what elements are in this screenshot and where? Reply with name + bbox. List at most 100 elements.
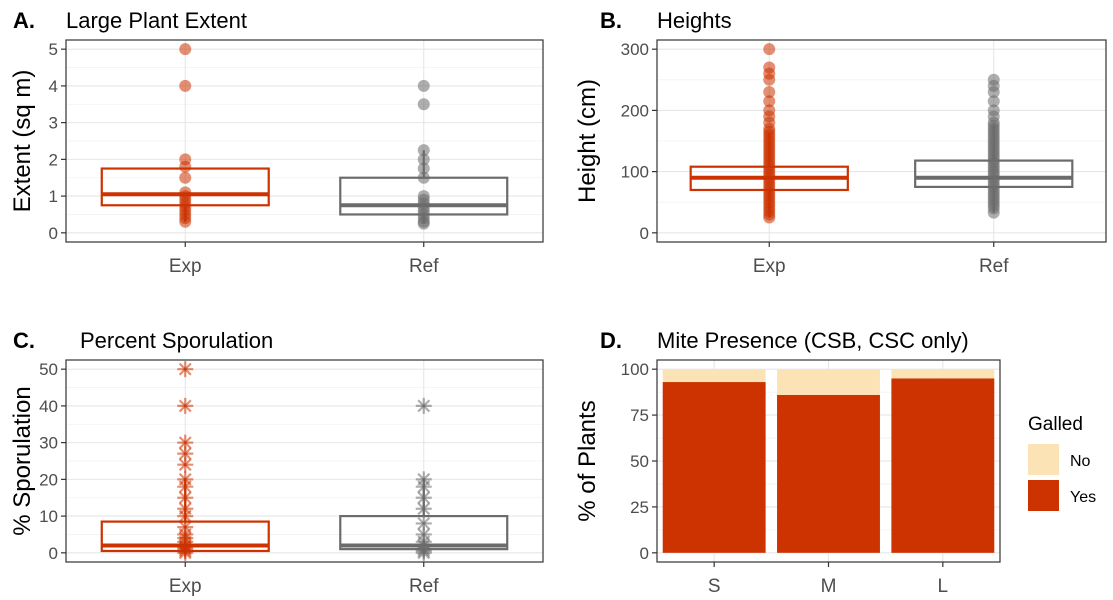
y-tick-label: 200 (621, 101, 649, 120)
y-tick-label: 0 (49, 544, 58, 563)
y-tick-label: 20 (39, 470, 58, 489)
x-tick-label: Exp (169, 576, 202, 597)
y-tick-label: 100 (621, 163, 649, 182)
x-tick-label: Exp (169, 256, 202, 277)
box-ref (339, 79, 509, 230)
data-point (417, 153, 430, 166)
x-tick-label: M (821, 576, 837, 597)
data-point (417, 171, 430, 184)
y-tick-label: 0 (640, 544, 649, 563)
x-tick-label: Ref (409, 256, 439, 277)
y-axis-label: Height (cm) (574, 79, 601, 203)
legend-label-no: No (1070, 453, 1091, 470)
data-point (178, 502, 192, 516)
y-tick-label: 5 (49, 40, 58, 59)
y-axis-label: Extent (sq m) (9, 70, 36, 213)
bar-yes-m (777, 394, 880, 553)
data-point (763, 86, 776, 99)
x-tick-label: S (708, 576, 721, 597)
data-point (987, 95, 1000, 108)
panel-c: 0 10 20 30 40 50 Exp Ref % Sporulation C. Percent … (9, 328, 544, 597)
panel-border (656, 39, 1107, 243)
y-tick-label: 1 (49, 187, 58, 206)
y-tick-label: 0 (49, 224, 58, 243)
data-point (417, 190, 430, 203)
data-point (763, 43, 776, 56)
y-tick-label: 100 (621, 360, 649, 379)
data-point (179, 79, 192, 92)
y-tick-label: 300 (621, 40, 649, 59)
data-point (417, 472, 431, 486)
y-axis-label: % Sporulation (9, 386, 36, 535)
panel-b: 0 100 200 300 Exp Ref Height (cm) B. Heights (574, 8, 1107, 277)
box-ref (914, 73, 1074, 219)
y-tick-label: 40 (39, 397, 58, 416)
legend-label-yes: Yes (1070, 489, 1096, 506)
y-tick-label: 0 (640, 224, 649, 243)
data-point (178, 472, 192, 486)
data-point (178, 447, 192, 461)
data-point (179, 186, 192, 199)
panel-border (65, 359, 544, 563)
bar-yes-l (891, 378, 995, 553)
x-tick-label: Ref (409, 576, 439, 597)
data-point (178, 520, 192, 534)
panel-tag: C. (13, 328, 35, 353)
x-tick-label: Ref (979, 256, 1009, 277)
bar-yes-s (662, 382, 766, 553)
data-point (179, 43, 192, 56)
data-point (763, 104, 776, 117)
data-point (178, 491, 192, 505)
data-point (178, 458, 192, 472)
data-point (178, 362, 192, 376)
panel-tag: A. (13, 8, 35, 33)
y-tick-label: 75 (630, 406, 649, 425)
x-tick-label: L (938, 576, 949, 597)
data-point (417, 502, 431, 516)
data-point (417, 517, 431, 530)
data-point (179, 153, 192, 166)
y-tick-label: 25 (630, 498, 649, 517)
data-point (987, 73, 1000, 86)
chart-title: Large Plant Extent (66, 8, 247, 33)
box-exp (100, 43, 270, 228)
chart-title: Percent Sporulation (80, 328, 273, 353)
data-point (417, 491, 431, 505)
y-tick-label: 30 (39, 434, 58, 453)
y-tick-label: 50 (39, 360, 58, 379)
box-exp (689, 43, 849, 224)
data-point (763, 61, 776, 74)
panel-a: 0 1 2 3 4 5 Exp Ref Extent (sq m) A. Large Plant E… (9, 8, 544, 277)
data-point (763, 95, 776, 108)
data-point (178, 399, 192, 413)
y-tick-label: 50 (630, 452, 649, 471)
data-point (417, 162, 430, 175)
bar-no-m (777, 369, 880, 395)
data-point (417, 144, 430, 157)
panel-tag: B. (600, 8, 622, 33)
data-point (417, 98, 430, 111)
legend-swatch-yes (1028, 480, 1059, 511)
y-tick-label: 4 (49, 77, 58, 96)
panel-tag: D. (600, 328, 622, 353)
panel-border (65, 39, 544, 243)
data-point (987, 104, 1000, 117)
y-tick-label: 10 (39, 507, 58, 526)
data-point (178, 436, 192, 450)
chart-title: Heights (657, 8, 732, 33)
y-tick-label: 3 (49, 114, 58, 133)
data-point (417, 79, 430, 92)
data-point (417, 399, 431, 413)
x-tick-label: Exp (753, 256, 786, 277)
legend-swatch-no (1028, 444, 1059, 475)
y-axis-label: % of Plants (574, 400, 601, 521)
y-tick-label: 2 (49, 150, 58, 169)
box-exp (100, 361, 270, 561)
panel-d: Galled No Yes 0 25 50 75 100 S M L % of Plants D. Mit… (574, 328, 1096, 597)
legend-title: Galled (1028, 414, 1083, 435)
data-point (179, 171, 192, 184)
data-point (417, 528, 431, 541)
box-ref (339, 397, 509, 561)
chart-title: Mite Presence (CSB, CSC only) (657, 328, 969, 353)
